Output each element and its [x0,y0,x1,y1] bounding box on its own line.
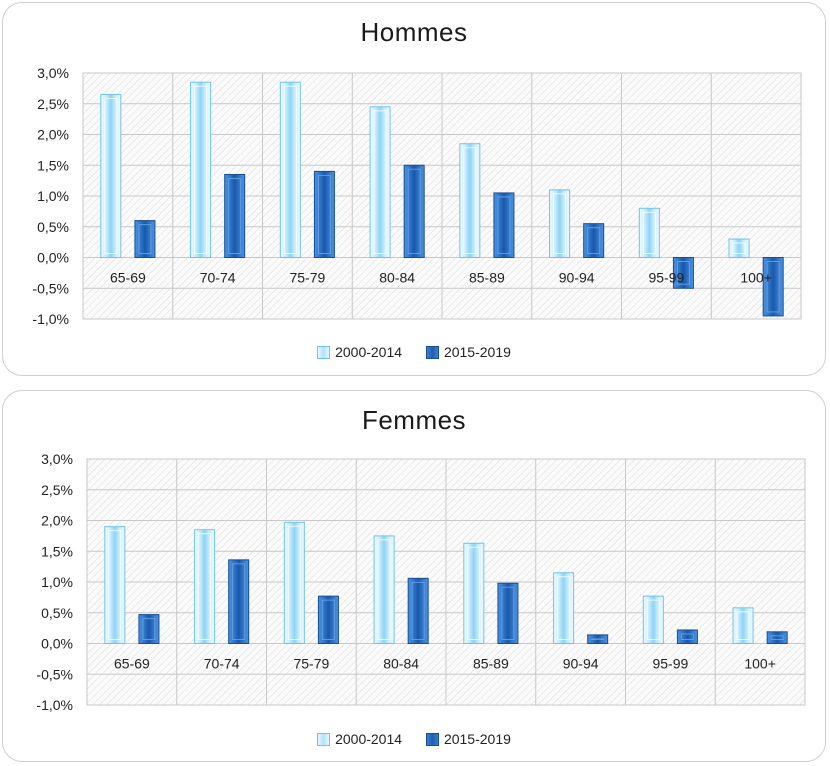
x-tick-label: 90-94 [563,656,599,672]
y-tick-label: 2,5% [37,96,69,112]
y-tick-label: 1,5% [41,543,73,559]
bar-series-a [104,526,126,644]
chart-panel-hommes: Hommes 3,0% 2,5% 2,0% 1,5% 1,0% 0,5% 0,0% -0,5%… [2,2,826,376]
bar-series-a [642,595,664,645]
y-tick-label: -0,5% [32,280,69,296]
legend-item-series-b: 2015-2019 [425,344,511,360]
y-tick-label: 0,5% [41,605,73,621]
legend-item-series-a: 2000-2014 [317,344,402,360]
legend-swatch-dark-icon [425,732,439,746]
x-tick-label: 85-89 [473,656,509,672]
bar-series-a [194,529,216,645]
y-tick-label: 0,5% [37,219,69,235]
legend-item-series-a: 2000-2014 [317,731,402,747]
bar-series-b [493,192,515,258]
x-tick-label: 95-99 [652,656,688,672]
y-tick-label: 2,0% [41,513,73,529]
bar-series-a [553,572,575,644]
y-tick-label: -1,0% [36,697,73,713]
bar-series-a [373,535,395,644]
x-tick-label: 65-69 [110,270,146,286]
x-tick-label: 85-89 [469,270,505,286]
bar-series-a [283,521,305,644]
bar-series-b [672,257,694,289]
bar-series-b [497,582,519,644]
legend-label: 2000-2014 [335,731,403,747]
chart-legend: 2000-2014 2015-2019 [3,344,825,362]
chart-panel-femmes: Femmes 3,0% 2,5% 2,0% 1,5% 1,0% 0,5% 0,0% -0,5%… [2,390,826,762]
x-tick-label: 65-69 [114,656,150,672]
x-tick-label: 80-84 [379,270,415,286]
bar-chart-hommes: 3,0% 2,5% 2,0% 1,5% 1,0% 0,5% 0,0% -0,5% -1,0% 65… [32,65,802,327]
chart-title: Hommes [360,17,468,47]
legend-label: 2000-2014 [335,344,403,360]
bar-series-b [313,170,335,258]
x-tick-label: 90-94 [559,270,595,286]
bar-series-a [638,207,660,259]
x-tick-label: 75-79 [293,656,329,672]
bar-series-a [732,607,754,644]
bar-series-a [190,81,212,258]
bar-series-b [403,164,425,258]
x-tick-label: 100+ [744,656,776,672]
x-tick-label: 75-79 [289,270,325,286]
bar-chart-femmes: 3,0% 2,5% 2,0% 1,5% 1,0% 0,5% 0,0% -0,5% -1,0% 65… [36,451,806,713]
bar-series-b [762,257,784,317]
chart-title: Femmes [361,405,467,435]
y-tick-label: -1,0% [32,311,69,327]
y-tick-label: 1,0% [41,574,73,590]
x-tick-label: 100+ [740,270,772,286]
bar-series-b [583,223,605,259]
bar-series-b [138,614,160,645]
bar-series-a [279,81,301,258]
legend-label: 2015-2019 [443,731,511,747]
y-tick-label: 1,0% [37,188,69,204]
bar-series-b [317,595,339,645]
legend-swatch-light-icon [317,345,331,359]
bar-series-a [100,94,122,259]
y-tick-label: 3,0% [37,65,69,81]
bar-series-b [228,559,250,644]
bar-series-b [676,629,698,645]
x-tick-label: 70-74 [200,270,236,286]
chart-legend: 2000-2014 2015-2019 [3,731,825,749]
y-tick-label: 1,5% [37,157,69,173]
x-tick-label: 70-74 [204,656,240,672]
bar-series-b [224,173,246,259]
y-tick-label: 2,0% [37,127,69,143]
y-tick-label: 2,5% [41,482,73,498]
bar-series-b [407,577,429,644]
bar-series-a [728,238,750,259]
y-tick-label: 0,0% [37,250,69,266]
legend-label: 2015-2019 [443,344,511,360]
y-tick-label: 0,0% [41,636,73,652]
bar-series-a [463,542,485,645]
legend-item-series-b: 2015-2019 [425,731,511,747]
bar-series-b [587,634,609,644]
y-tick-label: -0,5% [36,666,73,682]
legend-swatch-light-icon [317,732,331,746]
bar-series-b [134,220,156,259]
x-tick-label: 95-99 [648,270,684,286]
bar-series-a [369,106,391,258]
y-tick-label: 3,0% [41,451,73,467]
bar-series-a [549,189,571,259]
x-tick-label: 80-84 [383,656,419,672]
bar-series-a [459,143,481,259]
bar-series-b [766,631,788,645]
legend-swatch-dark-icon [425,345,439,359]
